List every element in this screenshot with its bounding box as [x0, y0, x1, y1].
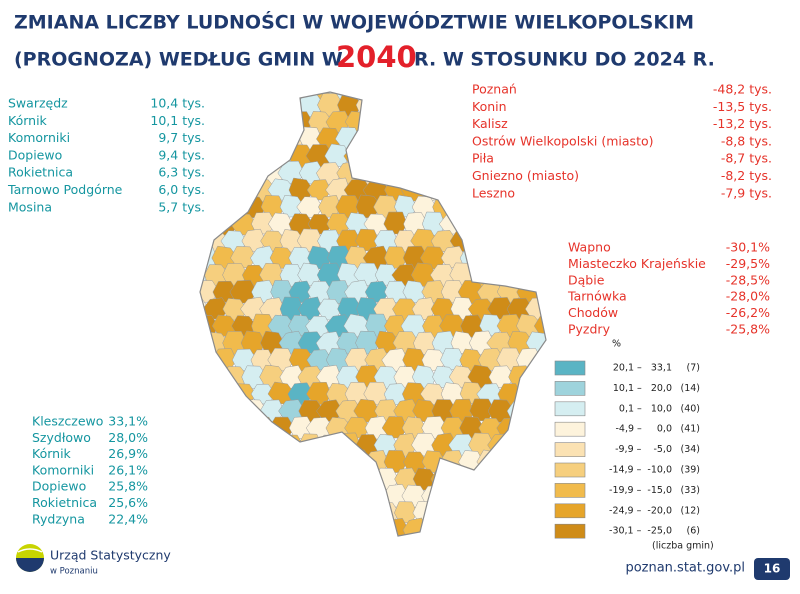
legend-range: 10,1 – 20,0	[613, 383, 672, 394]
page-badge	[754, 558, 790, 580]
legend: % (liczba gmin) 20,1 – 33,1 (7) 10,1 – 20,…	[554, 339, 714, 552]
legend-note: (liczba gmin)	[652, 541, 714, 552]
legend-count: (33)	[680, 485, 700, 496]
legend-range: 0,1 – 10,0	[619, 403, 672, 414]
org-city: w Poznaniu	[50, 567, 98, 577]
list-value: -13,2 tys.	[713, 116, 772, 131]
lists: Swarzędz 10,4 tys. Kórnik 10,1 tys. Komornik…	[7, 82, 772, 527]
title-year: 2040	[336, 40, 417, 74]
legend-swatch	[554, 401, 586, 417]
title-line1: ZMIANA LICZBY LUDNOŚCI W WOJEWÓDZTWIE WI…	[14, 10, 694, 34]
list-name: Gniezno (miasto)	[472, 168, 579, 183]
list-name: Leszno	[472, 185, 515, 200]
list-name: Dopiewo	[32, 479, 86, 494]
list-name: Ostrów Wielkopolski (miasto)	[472, 133, 654, 148]
list-value: -26,2%	[726, 305, 770, 320]
list-name: Chodów	[568, 305, 618, 320]
legend-swatch	[554, 503, 586, 519]
list-value: 25,8%	[108, 479, 148, 494]
list-value: -8,2 tys.	[721, 168, 772, 183]
list-name: Rokietnica	[32, 495, 97, 510]
legend-count: (7)	[687, 363, 700, 374]
list-value: -29,5%	[726, 256, 770, 271]
municipality	[533, 313, 546, 338]
list-name: Wapno	[568, 240, 611, 255]
list-name: Komorniki	[32, 462, 94, 477]
list-name: Rokietnica	[8, 165, 73, 180]
list-name: Komorniki	[8, 130, 70, 145]
legend-range: -19,9 – -15,0	[609, 485, 672, 496]
list-value: -8,8 tys.	[721, 133, 772, 148]
legend-swatch	[554, 381, 586, 396]
list-name: Tarnówka	[567, 289, 627, 304]
list-name: Poznań	[472, 82, 517, 97]
list-value: 26,9%	[108, 446, 148, 461]
legend-swatch	[554, 360, 586, 376]
legend-count: (12)	[680, 505, 700, 516]
list-value: 33,1%	[108, 414, 148, 429]
legend-swatch	[554, 483, 586, 498]
list-name: Kórnik	[32, 446, 72, 461]
list-value: -7,9 tys.	[721, 185, 772, 200]
legend-range: -14,9 – -10,0	[609, 465, 672, 476]
list-name: Kalisz	[472, 116, 508, 131]
list-name: Kleszczewo	[32, 414, 103, 429]
list-value: 6,3 tys.	[158, 165, 205, 180]
legend-range: -30,1 – -25,0	[609, 526, 672, 537]
list-value: 9,7 tys.	[158, 130, 205, 145]
legend-swatch	[554, 442, 586, 457]
list-value: -48,2 tys.	[713, 82, 772, 97]
legend-count: (41)	[680, 424, 700, 435]
legend-swatch	[554, 523, 586, 539]
list-value: 9,4 tys.	[158, 147, 205, 162]
legend-range: -24,9 – -20,0	[609, 505, 672, 516]
list-name: Rydzyna	[32, 511, 85, 526]
list-value: 10,4 tys.	[150, 96, 205, 111]
list-name: Dopiewo	[8, 147, 62, 162]
list-value: -8,7 tys.	[721, 151, 772, 166]
list-name: Miasteczko Krajeńskie	[568, 256, 706, 271]
list-name: Szydłowo	[32, 430, 91, 445]
legend-swatch	[554, 421, 586, 437]
legend-range: -4,9 – 0,0	[615, 424, 672, 435]
list-name: Kórnik	[8, 113, 48, 128]
page-number: 16	[764, 562, 781, 576]
legend-swatch	[554, 462, 586, 478]
list-value: 25,6%	[108, 495, 148, 510]
list-value: 28,0%	[108, 430, 148, 445]
list-name: Pyzdry	[568, 322, 611, 337]
legend-count: (40)	[680, 403, 700, 414]
legend-range: -9,9 – -5,0	[615, 444, 672, 455]
title-line2-start: (PROGNOZA) WEDŁUG GMIN W	[14, 49, 343, 71]
url: poznan.stat.gov.pl	[625, 561, 745, 576]
list-name: Mosina	[8, 199, 52, 214]
legend-count: (34)	[680, 444, 700, 455]
legend-count: (14)	[680, 383, 700, 394]
list-value: -25,8%	[726, 322, 770, 337]
legend-count: (6)	[687, 526, 700, 537]
title-line2-end: R. W STOSUNKU DO 2024 R.	[414, 49, 715, 71]
list-value: -28,0%	[726, 289, 770, 304]
list-name: Dąbie	[568, 272, 605, 287]
list-value: -30,1%	[726, 240, 770, 255]
list-name: Tarnowo Podgórne	[7, 182, 123, 197]
org-name: Urząd Statystyczny	[50, 548, 171, 563]
logo: Urząd Statystyczny w Poznaniu	[16, 544, 171, 577]
list-name: Swarzędz	[8, 96, 68, 111]
list-value: -28,5%	[726, 272, 770, 287]
list-value: 10,1 tys.	[150, 113, 205, 128]
legend-count: (39)	[680, 465, 700, 476]
list-value: 26,1%	[108, 462, 148, 477]
list-name: Piła	[472, 151, 494, 166]
legend-unit: %	[612, 339, 621, 350]
list-value: 5,7 tys.	[158, 199, 205, 214]
list-name: Konin	[472, 99, 507, 114]
list-value: -13,5 tys.	[713, 99, 772, 114]
list-value: 6,0 tys.	[158, 182, 205, 197]
legend-range: 20,1 – 33,1	[613, 363, 672, 374]
list-value: 22,4%	[108, 511, 148, 526]
